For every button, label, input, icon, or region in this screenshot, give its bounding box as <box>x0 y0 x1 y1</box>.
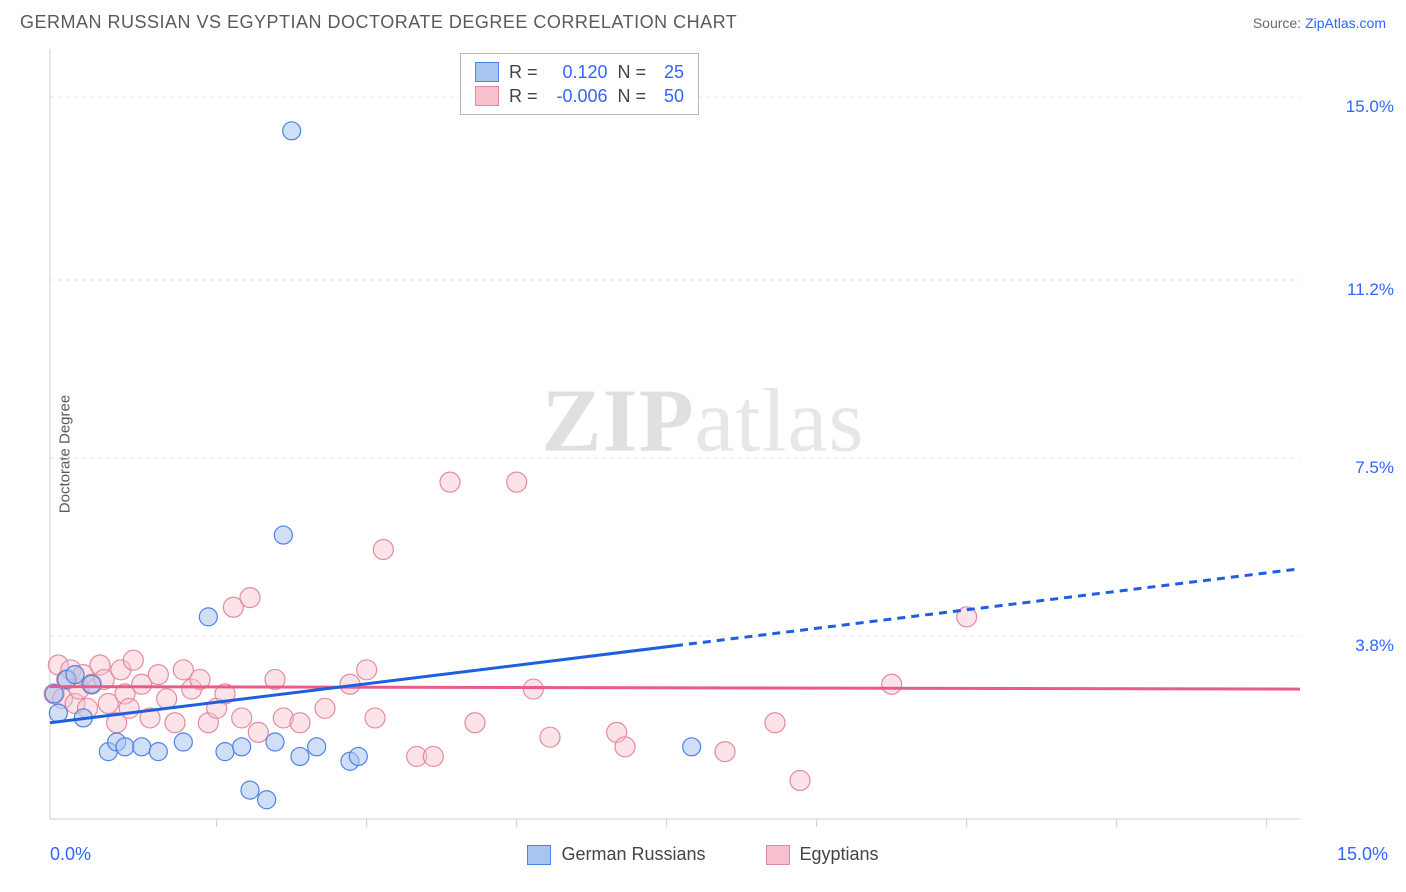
legend-item-blue: German Russians <box>527 844 705 865</box>
correlation-row-pink: R = -0.006 N = 50 <box>475 84 684 108</box>
y-tick-label: 7.5% <box>1355 458 1394 478</box>
y-tick-label: 3.8% <box>1355 636 1394 656</box>
scatter-chart <box>0 39 1406 869</box>
correlation-box: R = 0.120 N = 25 R = -0.006 N = 50 <box>460 53 699 115</box>
swatch-pink <box>766 845 790 865</box>
source: Source: ZipAtlas.com <box>1253 15 1386 31</box>
swatch-pink <box>475 86 499 106</box>
source-label: Source: <box>1253 15 1301 31</box>
y-tick-label: 15.0% <box>1346 97 1394 117</box>
y-tick-label: 11.2% <box>1347 280 1394 300</box>
source-link[interactable]: ZipAtlas.com <box>1305 15 1386 31</box>
chart-title: GERMAN RUSSIAN VS EGYPTIAN DOCTORATE DEG… <box>20 12 737 33</box>
swatch-blue <box>475 62 499 82</box>
swatch-blue <box>527 845 551 865</box>
legend: German Russians Egyptians <box>0 844 1406 865</box>
legend-item-pink: Egyptians <box>766 844 879 865</box>
correlation-row-blue: R = 0.120 N = 25 <box>475 60 684 84</box>
chart-area: Doctorate Degree ZIPatlas R = 0.120 N = … <box>0 39 1406 869</box>
